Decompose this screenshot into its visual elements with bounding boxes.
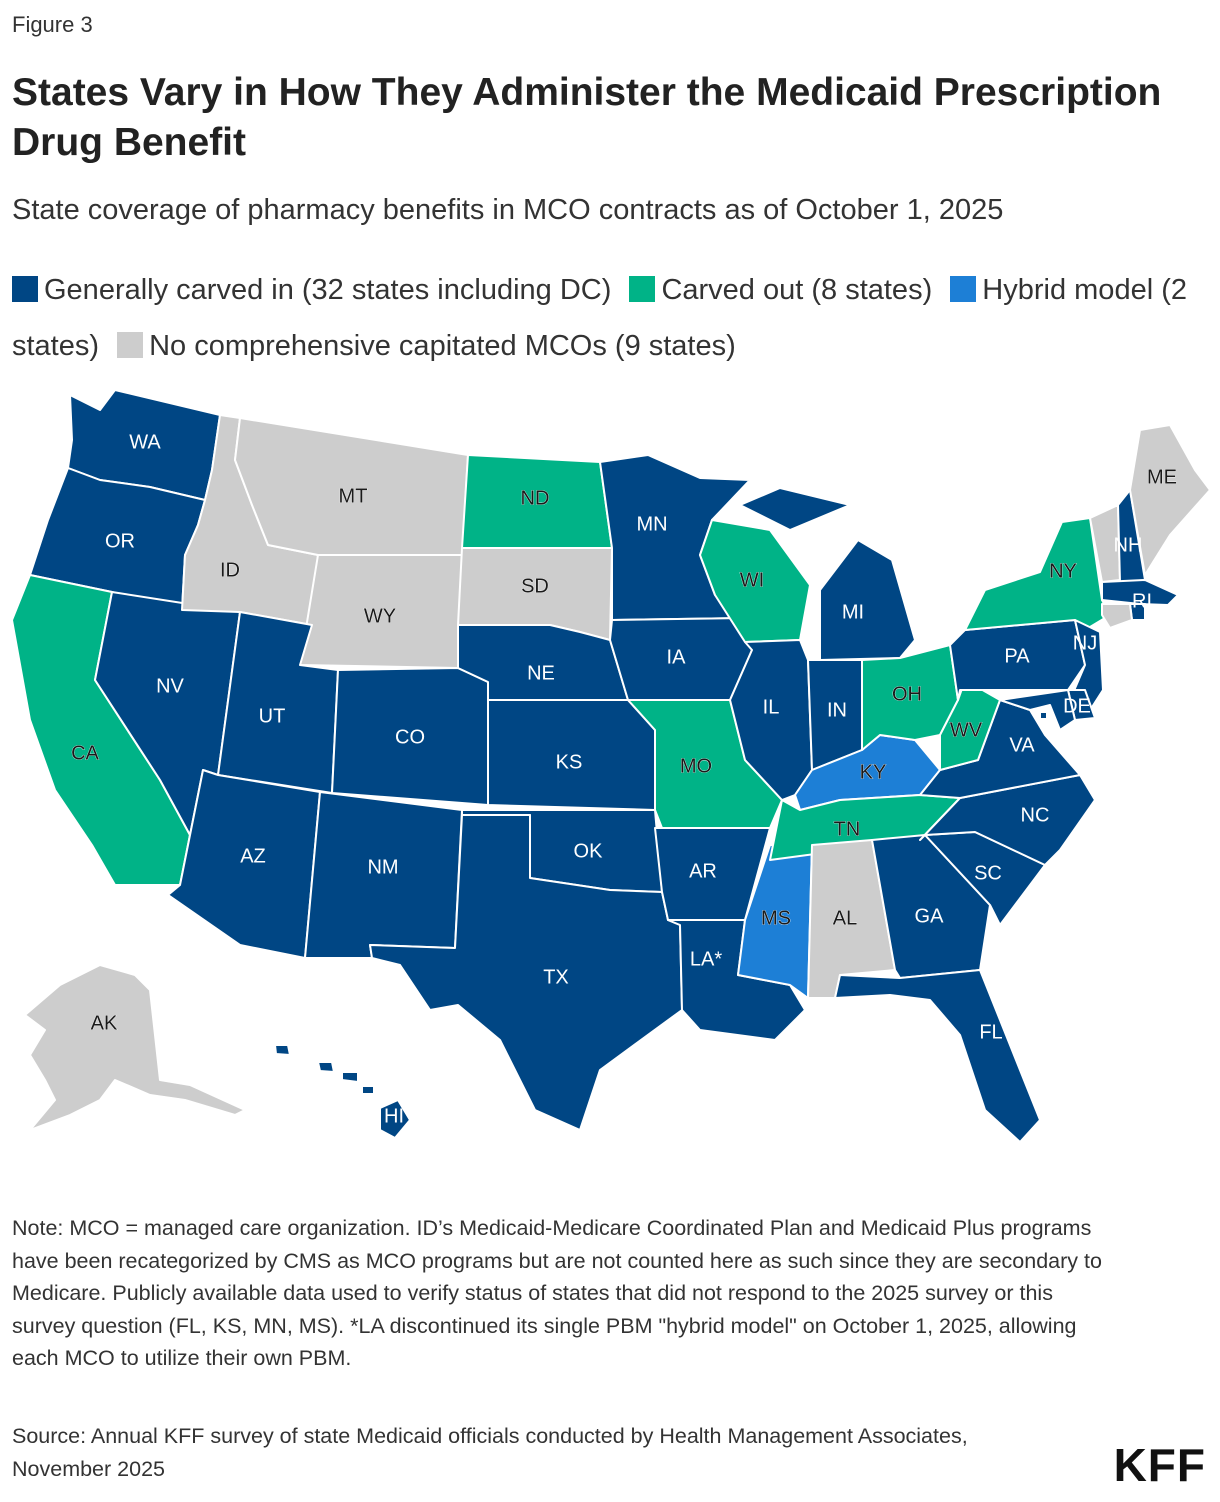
label-tn: TN (834, 818, 861, 840)
state-labels: WA OR CA NV ID MT WY UT AZ CO NM ND SD N… (71, 431, 1177, 1127)
legend-swatch-carved-out (629, 276, 656, 302)
legend-swatch-hybrid (950, 276, 977, 302)
label-al: AL (833, 907, 857, 929)
legend-label-carved-out: Carved out (8 states) (661, 274, 933, 306)
label-mi: MI (842, 601, 864, 623)
state-dc[interactable] (1039, 711, 1048, 720)
state-ak[interactable] (24, 964, 246, 1131)
label-ne: NE (527, 662, 555, 684)
label-va: VA (1009, 734, 1035, 756)
chart-subtitle: State coverage of pharmacy benefits in M… (12, 194, 1004, 226)
label-il: IL (763, 696, 780, 718)
label-wa: WA (129, 431, 161, 453)
label-tx: TX (543, 966, 569, 988)
state-il[interactable] (729, 639, 813, 801)
label-ky: KY (860, 761, 887, 783)
label-nj: NJ (1073, 632, 1097, 654)
label-sd: SD (521, 575, 549, 597)
label-nm: NM (367, 856, 398, 878)
label-de: DE (1063, 695, 1091, 717)
label-wy: WY (364, 605, 396, 627)
figure-label: Figure 3 (12, 12, 93, 37)
label-ca: CA (71, 742, 99, 764)
legend-label-none: No comprehensive capitated MCOs (9 state… (149, 330, 736, 362)
label-mt: MT (339, 485, 368, 507)
state-hi[interactable] (274, 1044, 411, 1139)
label-hi: HI (384, 1105, 404, 1127)
label-co: CO (395, 726, 425, 748)
label-or: OR (105, 530, 135, 552)
us-states-map: WA OR CA NV ID MT WY UT AZ CO NM ND SD N… (11, 389, 1211, 1143)
state-ma[interactable] (1101, 579, 1179, 606)
label-ri: RI (1132, 590, 1152, 612)
label-nd: ND (521, 487, 550, 509)
legend-label-hybrid: Hybrid model (2 states) (12, 274, 1187, 362)
legend-item-none: No comprehensive capitated MCOs (9 state… (117, 330, 736, 362)
chart-source: Source: Annual KFF survey of state Medic… (12, 1424, 968, 1481)
state-ny[interactable] (964, 517, 1111, 631)
label-mo: MO (680, 755, 712, 777)
label-ks: KS (556, 751, 583, 773)
chart-note: Note: MCO = managed care organization. I… (12, 1216, 1102, 1370)
label-la: LA* (690, 948, 722, 970)
label-fl: FL (979, 1021, 1002, 1043)
label-ut: UT (259, 705, 286, 727)
label-ms: MS (761, 907, 791, 929)
label-wi: WI (740, 569, 764, 591)
legend-swatch-none (117, 332, 144, 358)
label-pa: PA (1004, 645, 1030, 667)
label-nc: NC (1021, 804, 1050, 826)
label-oh: OH (892, 683, 922, 705)
legend-item-carved-in: Generally carved in (32 states including… (12, 274, 611, 306)
legend: Generally carved in (32 states including… (12, 262, 1212, 374)
state-ct[interactable] (1101, 603, 1133, 629)
state-fl[interactable] (834, 969, 1041, 1143)
state-md[interactable] (999, 689, 1076, 731)
state-me[interactable] (1129, 424, 1211, 576)
label-id: ID (220, 559, 240, 581)
label-ar: AR (689, 860, 717, 882)
legend-label-carved-in: Generally carved in (32 states including… (44, 274, 612, 306)
kff-logo: KFF (1113, 1439, 1206, 1491)
label-me: ME (1147, 466, 1177, 488)
label-wv: WV (950, 719, 983, 741)
label-ny: NY (1049, 560, 1077, 582)
label-ga: GA (915, 905, 945, 927)
label-sc: SC (974, 862, 1002, 884)
legend-item-hybrid: Hybrid model (2 states) (12, 274, 1187, 362)
label-ak: AK (91, 1012, 118, 1034)
chart-title: States Vary in How They Administer the M… (12, 71, 1162, 164)
label-nh: NH (1114, 534, 1143, 556)
label-mn: MN (636, 513, 667, 535)
label-ok: OK (574, 840, 604, 862)
legend-item-carved-out: Carved out (8 states) (629, 274, 932, 306)
label-az: AZ (240, 845, 266, 867)
label-ia: IA (667, 646, 687, 668)
label-nv: NV (156, 675, 184, 697)
legend-swatch-carved-in (12, 276, 38, 302)
label-in: IN (827, 699, 847, 721)
state-wi[interactable] (699, 519, 811, 643)
